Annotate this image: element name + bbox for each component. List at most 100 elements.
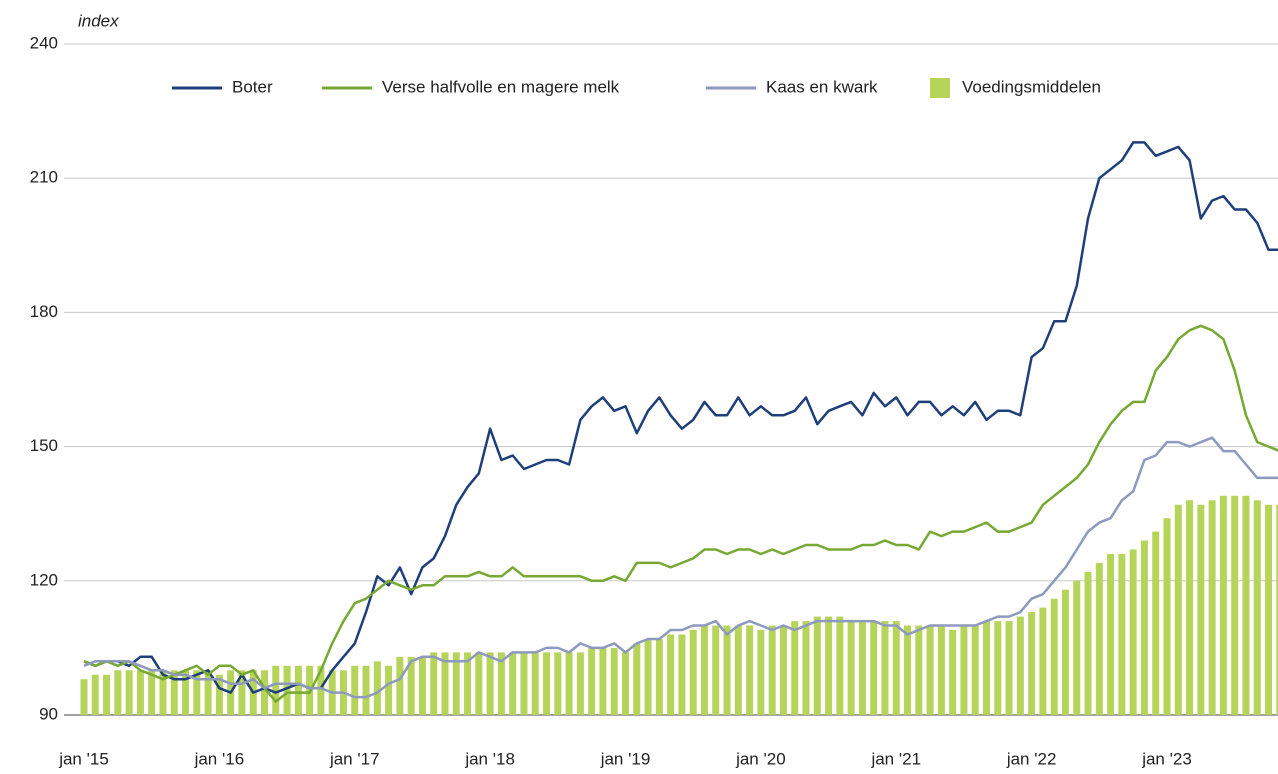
bar (509, 652, 517, 715)
bar (994, 621, 1002, 715)
bar (802, 621, 810, 715)
bar (983, 621, 990, 715)
bar (847, 621, 855, 715)
bar (768, 625, 776, 715)
bar (452, 652, 460, 715)
x-tick-label: jan '18 (464, 749, 515, 768)
bar (1276, 504, 1278, 715)
x-tick-label: jan '23 (1141, 749, 1192, 768)
bar (588, 647, 596, 715)
bar (1073, 580, 1081, 715)
bar (1084, 571, 1092, 715)
bar (813, 616, 821, 715)
bar (1140, 540, 1148, 715)
bar (960, 625, 968, 715)
legend-label: Boter (232, 77, 273, 96)
y-tick-label: 150 (30, 436, 58, 455)
y-tick-label: 240 (30, 33, 58, 52)
legend-label: Verse halfvolle en magere melk (382, 77, 620, 96)
bar (441, 652, 449, 715)
bar (576, 652, 584, 715)
bar (418, 656, 426, 715)
bar (261, 670, 268, 715)
bar (1163, 518, 1171, 715)
bar (486, 652, 494, 715)
bar (599, 647, 607, 715)
bar (1265, 504, 1273, 715)
bar (655, 638, 663, 715)
bar (1118, 553, 1126, 715)
bar (362, 665, 370, 715)
bar (870, 621, 878, 715)
bar (881, 621, 889, 715)
bar (712, 625, 720, 715)
line (83, 324, 1278, 703)
y-tick-label: 120 (30, 570, 58, 589)
bar (904, 625, 912, 715)
bar (396, 656, 404, 715)
bar (1231, 495, 1239, 715)
bar (1152, 531, 1160, 715)
bar (148, 670, 156, 715)
line (83, 436, 1278, 699)
bar (971, 625, 979, 715)
bar (125, 670, 133, 715)
bar (103, 674, 111, 715)
x-tick-label: jan '19 (600, 749, 651, 768)
bar (1061, 589, 1069, 715)
bar (554, 652, 562, 715)
bar (170, 670, 178, 715)
bar (1208, 500, 1216, 715)
bar (475, 652, 483, 715)
bar (1174, 504, 1182, 715)
bar (373, 661, 381, 715)
x-tick-label: jan '21 (870, 749, 921, 768)
bar (283, 665, 291, 715)
bar (272, 665, 280, 715)
bar (351, 665, 359, 715)
bar (858, 621, 866, 715)
bar (182, 670, 190, 715)
bar (531, 652, 539, 715)
bar (159, 670, 167, 715)
bar (1107, 553, 1115, 715)
bar (215, 674, 223, 715)
y-tick-label: 180 (30, 302, 58, 321)
line (83, 141, 1278, 694)
bar (204, 670, 212, 715)
bar (1197, 504, 1205, 715)
bar (565, 652, 573, 715)
x-tick-label: jan '22 (1006, 749, 1057, 768)
bar (779, 625, 787, 715)
bar (497, 652, 505, 715)
bar (238, 670, 246, 715)
x-tick-label: jan '17 (329, 749, 380, 768)
bar (193, 670, 201, 715)
bar (689, 630, 697, 715)
bar (746, 625, 754, 715)
bar (1129, 549, 1137, 715)
bar (949, 630, 957, 715)
bar (80, 679, 88, 715)
bar (317, 665, 325, 715)
legend-label: Kaas en kwark (766, 77, 878, 96)
bar (430, 652, 438, 715)
bar (464, 652, 472, 715)
bar (1016, 616, 1024, 715)
bar (1039, 607, 1047, 715)
bar (644, 638, 652, 715)
bar (1253, 500, 1261, 715)
x-tick-label: jan '20 (735, 749, 786, 768)
bar (892, 621, 900, 715)
bar (633, 643, 641, 715)
bar (667, 634, 675, 715)
bar (1050, 598, 1058, 715)
bar (294, 665, 302, 715)
bar (610, 647, 618, 715)
x-tick-label: jan '15 (58, 749, 109, 768)
bar (700, 625, 708, 715)
bar (836, 616, 844, 715)
bar (91, 674, 99, 715)
bar (543, 652, 551, 715)
y-axis-label: index (78, 11, 119, 30)
